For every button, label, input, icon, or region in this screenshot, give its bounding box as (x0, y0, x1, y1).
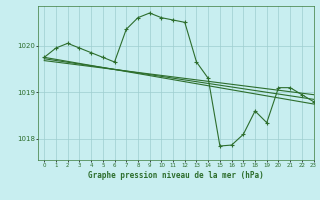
X-axis label: Graphe pression niveau de la mer (hPa): Graphe pression niveau de la mer (hPa) (88, 171, 264, 180)
